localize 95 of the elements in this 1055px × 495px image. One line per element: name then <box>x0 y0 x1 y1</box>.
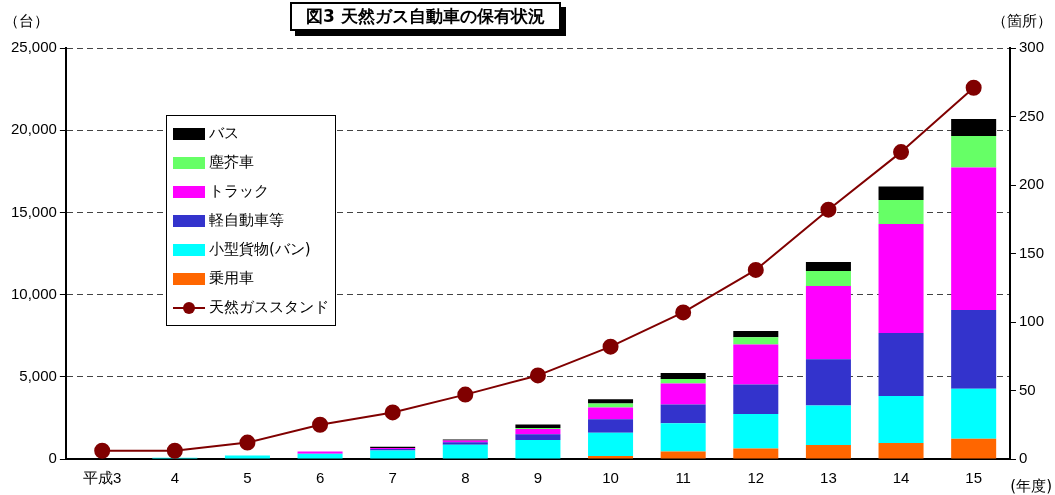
bar <box>951 388 997 439</box>
bar <box>733 384 779 414</box>
bar <box>660 373 706 379</box>
y2-tick-label: 250 <box>1018 106 1044 124</box>
y2-tick-label: 150 <box>1018 243 1044 261</box>
y2-tick-label: 300 <box>1018 38 1044 56</box>
bar <box>660 404 706 424</box>
bar <box>660 383 706 405</box>
bar <box>370 450 416 459</box>
bar <box>878 224 924 333</box>
bar <box>951 438 997 459</box>
bar <box>297 451 343 454</box>
bar <box>733 413 779 449</box>
point <box>675 304 692 321</box>
bar <box>733 331 779 338</box>
bar <box>588 403 634 408</box>
legend-label: 乗用車 <box>209 269 254 288</box>
bar <box>805 359 851 406</box>
bar <box>805 270 851 287</box>
y2-axis-title: （箇所） <box>992 12 1052 31</box>
x-tick-label: 4 <box>170 469 179 487</box>
point <box>457 386 474 403</box>
point <box>820 201 837 218</box>
bar <box>515 440 561 459</box>
point <box>747 261 764 278</box>
bar <box>515 434 561 441</box>
legend-label: 小型貨物(バン) <box>209 240 311 259</box>
y-tick-label: 10,000 <box>10 284 57 302</box>
bar <box>951 167 997 311</box>
x-tick-label: 11 <box>675 469 691 487</box>
point <box>965 79 982 96</box>
bar <box>224 455 270 459</box>
point <box>384 404 401 421</box>
x-tick-label: 13 <box>820 469 837 487</box>
point <box>602 338 619 355</box>
bar <box>588 419 634 433</box>
legend-label: 天然ガススタンド <box>209 298 329 317</box>
bar <box>588 432 634 456</box>
x-tick-label: 14 <box>892 469 910 487</box>
bar <box>660 451 706 459</box>
x-tick-label: 8 <box>461 469 470 487</box>
bar <box>951 136 997 168</box>
bar <box>878 200 924 225</box>
bar <box>660 378 706 384</box>
bar <box>733 344 779 385</box>
x-tick-label: 12 <box>747 469 765 487</box>
bar <box>515 424 561 429</box>
bar <box>878 186 924 201</box>
x-tick-label: 平成3 <box>83 469 122 487</box>
bar <box>805 405 851 446</box>
bar <box>733 448 779 459</box>
x-tick-label: 15 <box>965 469 983 487</box>
x-tick-label: 9 <box>533 469 543 487</box>
x-tick-label: 5 <box>243 469 252 487</box>
bar <box>588 407 634 420</box>
point <box>166 442 183 459</box>
bar <box>515 428 561 435</box>
bar <box>951 310 997 389</box>
bar <box>733 337 779 345</box>
chart-title: 図3 天然ガス自動車の保有状況 <box>290 2 561 31</box>
y2-tick-label: 100 <box>1018 312 1044 330</box>
point <box>312 416 329 433</box>
point <box>239 434 256 451</box>
point <box>893 144 910 161</box>
point <box>529 367 546 384</box>
bar <box>442 444 488 459</box>
y-tick-label: 15,000 <box>10 202 57 220</box>
y2-tick-label: 50 <box>1018 380 1036 398</box>
x-tick-label: 10 <box>602 469 619 487</box>
bar <box>878 332 924 397</box>
bar <box>878 396 924 443</box>
bar <box>588 455 634 459</box>
y-tick-label: 0 <box>48 449 57 467</box>
legend-label: 塵芥車 <box>209 153 254 172</box>
y-tick-label: 5,000 <box>19 366 57 384</box>
bar <box>660 423 706 452</box>
bar <box>805 445 851 459</box>
bar <box>878 442 924 459</box>
x-tick-label: 6 <box>315 469 325 487</box>
bar <box>297 453 343 459</box>
point <box>94 442 111 459</box>
y2-tick-label: 0 <box>1018 449 1028 467</box>
legend-label: トラック <box>209 182 269 201</box>
x-axis-title: (年度) <box>1010 477 1052 495</box>
legend-label: バス <box>209 124 239 143</box>
bar <box>805 261 851 271</box>
y2-tick-label: 200 <box>1018 175 1044 193</box>
legend-label: 軽自動車等 <box>209 211 284 230</box>
bar <box>951 119 997 137</box>
y-tick-label: 25,000 <box>10 38 57 56</box>
bar <box>805 286 851 360</box>
bar <box>588 399 634 404</box>
y-axis-title: （台） <box>4 12 49 31</box>
y-tick-label: 20,000 <box>10 120 57 138</box>
x-tick-label: 7 <box>388 469 397 487</box>
